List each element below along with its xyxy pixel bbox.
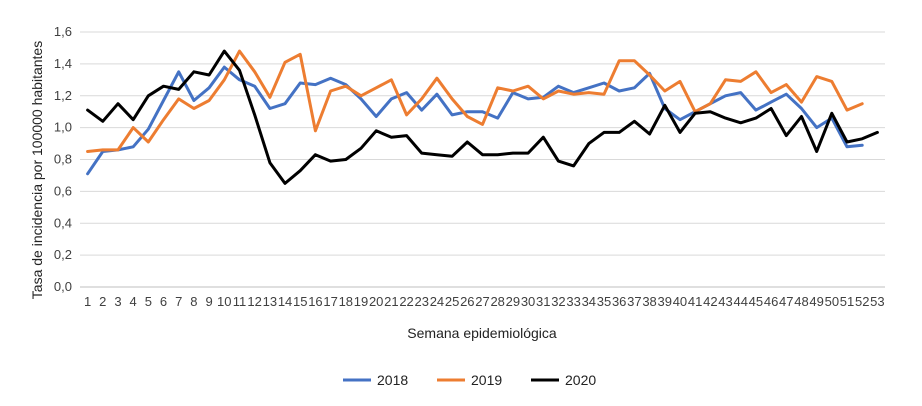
x-tick-label: 50 <box>825 294 839 309</box>
x-tick-label: 35 <box>597 294 611 309</box>
legend: 2018 2019 2020 <box>343 372 596 388</box>
x-tick-label: 9 <box>205 294 212 309</box>
series-lines <box>86 49 879 185</box>
x-tick-label: 13 <box>263 294 277 309</box>
x-tick-label: 18 <box>339 294 353 309</box>
x-tick-label: 6 <box>160 294 167 309</box>
y-tick-label: 0,4 <box>54 215 72 230</box>
x-tick-label: 26 <box>460 294 474 309</box>
x-tick-label: 45 <box>749 294 763 309</box>
x-tick-label: 21 <box>384 294 398 309</box>
series-line-2018 <box>86 65 864 176</box>
x-tick-label: 11 <box>233 294 247 309</box>
y-axis-ticks: 0,0 0,2 0,4 0,6 0,8 1,0 1,2 1,4 1,6 <box>54 24 72 294</box>
y-tick-label: 1,4 <box>54 56 72 71</box>
x-tick-label: 3 <box>114 294 121 309</box>
x-tick-label: 28 <box>490 294 504 309</box>
x-tick-label: 15 <box>293 294 307 309</box>
gridlines <box>80 31 885 288</box>
x-tick-label: 32 <box>551 294 565 309</box>
x-tick-label: 27 <box>475 294 489 309</box>
y-axis-title: Tasa de incidencia por 100000 habitantes <box>29 41 45 299</box>
x-tick-label: 37 <box>627 294 641 309</box>
legend-item-2020: 2020 <box>531 372 596 388</box>
x-tick-label: 4 <box>130 294 137 309</box>
x-tick-label: 1 <box>84 294 91 309</box>
x-tick-label: 2 <box>99 294 106 309</box>
y-tick-label: 0,8 <box>54 152 72 167</box>
series-line-2019 <box>86 49 864 153</box>
x-tick-label: 23 <box>415 294 429 309</box>
y-tick-label: 0,6 <box>54 183 72 198</box>
x-tick-label: 31 <box>536 294 550 309</box>
legend-item-2018: 2018 <box>343 372 408 388</box>
x-tick-label: 22 <box>399 294 413 309</box>
x-tick-label: 16 <box>308 294 322 309</box>
x-tick-label: 10 <box>217 294 231 309</box>
legend-label: 2018 <box>377 372 408 388</box>
x-tick-label: 20 <box>369 294 383 309</box>
x-tick-label: 39 <box>658 294 672 309</box>
x-tick-label: 53 <box>870 294 884 309</box>
x-tick-label: 17 <box>323 294 337 309</box>
x-tick-label: 19 <box>354 294 368 309</box>
y-tick-label: 0,0 <box>54 279 72 294</box>
x-tick-label: 34 <box>582 294 596 309</box>
legend-label: 2020 <box>565 372 596 388</box>
y-tick-label: 1,2 <box>54 88 72 103</box>
x-tick-label: 38 <box>642 294 656 309</box>
x-tick-label: 47 <box>779 294 793 309</box>
legend-item-2019: 2019 <box>437 372 502 388</box>
y-tick-label: 1,0 <box>54 120 72 135</box>
x-axis-title: Semana epidemiológica <box>407 325 557 341</box>
x-tick-label: 48 <box>794 294 808 309</box>
x-tick-label: 8 <box>190 294 197 309</box>
series-line-2020 <box>86 49 879 185</box>
x-tick-label: 51 <box>840 294 854 309</box>
x-tick-label: 52 <box>855 294 869 309</box>
x-tick-label: 24 <box>430 294 444 309</box>
x-tick-label: 30 <box>521 294 535 309</box>
x-tick-label: 44 <box>733 294 747 309</box>
x-tick-label: 12 <box>247 294 261 309</box>
x-tick-label: 36 <box>612 294 626 309</box>
x-tick-label: 25 <box>445 294 459 309</box>
x-tick-label: 46 <box>764 294 778 309</box>
x-tick-label: 41 <box>688 294 702 309</box>
legend-label: 2019 <box>471 372 502 388</box>
x-tick-label: 7 <box>175 294 182 309</box>
y-tick-label: 1,6 <box>54 24 72 39</box>
x-tick-label: 40 <box>673 294 687 309</box>
x-tick-label: 42 <box>703 294 717 309</box>
x-tick-label: 14 <box>278 294 292 309</box>
x-tick-label: 49 <box>809 294 823 309</box>
y-tick-label: 0,2 <box>54 247 72 262</box>
x-tick-label: 43 <box>718 294 732 309</box>
x-tick-label: 5 <box>145 294 152 309</box>
x-tick-label: 29 <box>506 294 520 309</box>
x-axis-ticks: 1 2 3 4 5 6 7 8 9 10 11 12 13 14 15 16 17 18 19 20 21 22 23 24 2… <box>84 294 885 309</box>
x-tick-label: 33 <box>566 294 580 309</box>
